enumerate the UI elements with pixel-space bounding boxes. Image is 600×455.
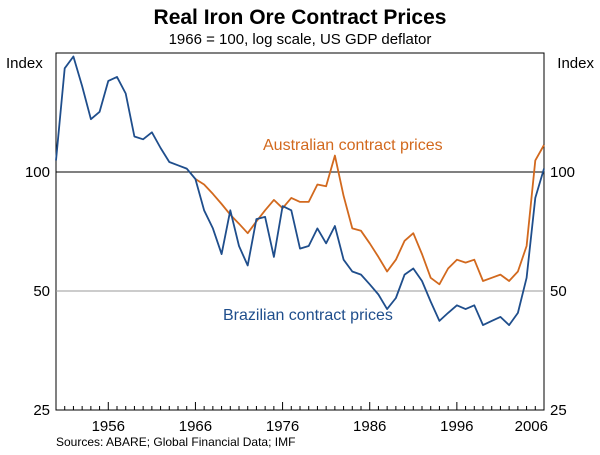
x-tick-label-1956: 1956 <box>92 418 125 435</box>
y-tick-label-right-50: 50 <box>550 283 567 300</box>
x-tick-label-1966: 1966 <box>179 418 212 435</box>
y-axis-label-left: Index <box>6 55 43 72</box>
tick-marks <box>65 402 536 410</box>
y-tick-label-left-25: 25 <box>33 402 50 419</box>
chart-subtitle: 1966 = 100, log scale, US GDP deflator <box>169 31 432 48</box>
chart-title: Real Iron Ore Contract Prices <box>154 6 447 29</box>
y-axis-label-right: Index <box>557 55 594 72</box>
australian-series-label: Australian contract prices <box>263 137 443 154</box>
x-tick-label-2006: 2006 <box>515 418 548 435</box>
y-tick-label-right-25: 25 <box>550 402 567 419</box>
y-tick-label-right-100: 100 <box>550 164 575 181</box>
x-tick-label-1976: 1976 <box>266 418 299 435</box>
x-tick-label-1996: 1996 <box>440 418 473 435</box>
brazilian-series-label: Brazilian contract prices <box>223 307 393 324</box>
y-tick-label-left-100: 100 <box>25 164 50 181</box>
x-tick-labels: 1956 1966 1976 1986 1996 2006 <box>92 418 548 435</box>
series-group <box>56 57 544 326</box>
x-tick-label-1986: 1986 <box>353 418 386 435</box>
chart: Real Iron Ore Contract Prices 1966 = 100… <box>0 0 600 455</box>
brazilian-contract-prices-line <box>56 57 544 326</box>
gridlines <box>56 172 544 291</box>
y-tick-label-left-50: 50 <box>33 283 50 300</box>
chart-source: Sources: ABARE; Global Financial Data; I… <box>56 435 295 449</box>
